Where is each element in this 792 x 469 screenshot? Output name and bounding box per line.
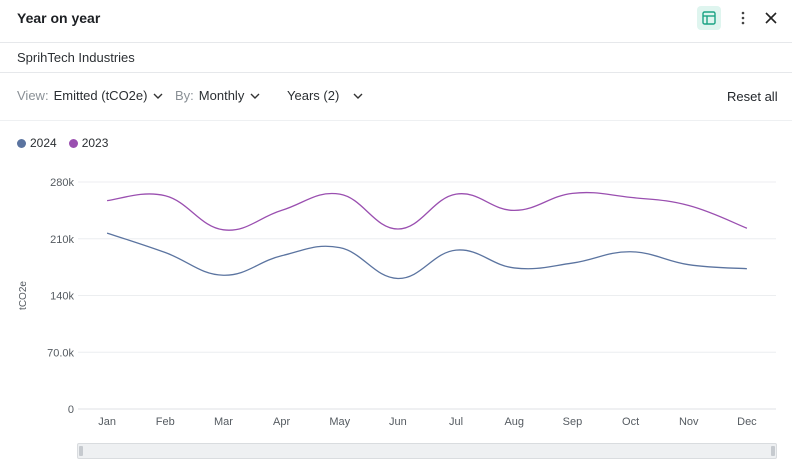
- x-tick-label: Sep: [563, 416, 583, 428]
- chevron-down-icon: [153, 93, 163, 99]
- reset-all-button[interactable]: Reset all: [727, 89, 778, 104]
- view-dropdown[interactable]: View: Emitted (tCO2e): [17, 88, 163, 103]
- table-icon: [702, 11, 716, 25]
- x-tick-label: Jan: [98, 416, 116, 428]
- x-tick-label: Apr: [273, 416, 290, 428]
- company-bar: SprihTech Industries: [0, 43, 792, 73]
- kebab-icon: [741, 11, 745, 25]
- panel-header: Year on year: [0, 0, 792, 43]
- more-options-button[interactable]: [733, 6, 753, 30]
- years-dropdown[interactable]: Years (2): [287, 88, 363, 103]
- y-tick-label: 210k: [50, 234, 74, 246]
- chart-legend: 2024 2023: [17, 136, 120, 150]
- y-tick-label: 280k: [50, 177, 74, 189]
- view-label: View:: [17, 88, 49, 103]
- company-name: SprihTech Industries: [17, 50, 135, 65]
- series-line-2023: [107, 191, 748, 231]
- x-tick-label: Oct: [622, 416, 639, 428]
- x-tick-label: Dec: [737, 416, 757, 428]
- legend-label: 2023: [81, 136, 109, 150]
- x-tick-label: Jun: [389, 416, 407, 428]
- legend-swatch: [17, 138, 26, 148]
- x-tick-label: Nov: [679, 416, 699, 428]
- close-icon: [765, 12, 777, 24]
- y-tick-label: 70.0k: [47, 347, 74, 359]
- x-tick-label: Mar: [214, 416, 233, 428]
- x-tick-label: Aug: [504, 416, 524, 428]
- years-value: Years (2): [287, 88, 340, 103]
- y-tick-label: 0: [68, 404, 74, 416]
- legend-swatch: [68, 138, 78, 148]
- by-dropdown[interactable]: By: Monthly: [175, 88, 260, 103]
- table-view-button[interactable]: [697, 6, 721, 30]
- legend-item-2023[interactable]: 2023: [68, 136, 109, 150]
- x-tick-label: Feb: [156, 416, 175, 428]
- y-axis-label: tCO2e: [18, 281, 29, 310]
- x-tick-label: Jul: [449, 416, 463, 428]
- line-chart: 0 70.0k 140k 210k 280k tCO2e Jan Feb Mar Apr May Ju…: [18, 177, 776, 428]
- filter-bar: View: Emitted (tCO2e) By: Monthly Years …: [0, 73, 792, 121]
- x-tick-label: May: [329, 416, 350, 428]
- legend-label: 2024: [30, 136, 57, 150]
- chevron-down-icon: [250, 93, 260, 99]
- y-tick-label: 140k: [50, 291, 74, 303]
- chevron-down-icon: [353, 93, 363, 99]
- scrollbar-handle-right[interactable]: [771, 446, 775, 456]
- scrollbar-handle-left[interactable]: [79, 446, 83, 456]
- chart-zoom-scrollbar[interactable]: [77, 443, 777, 459]
- by-value: Monthly: [198, 88, 245, 103]
- close-button[interactable]: [761, 6, 781, 30]
- view-value: Emitted (tCO2e): [53, 88, 148, 103]
- legend-item-2024[interactable]: 2024: [17, 136, 57, 150]
- series-line-2024: [106, 232, 747, 280]
- by-label: By:: [175, 88, 194, 103]
- panel-title: Year on year: [17, 10, 101, 26]
